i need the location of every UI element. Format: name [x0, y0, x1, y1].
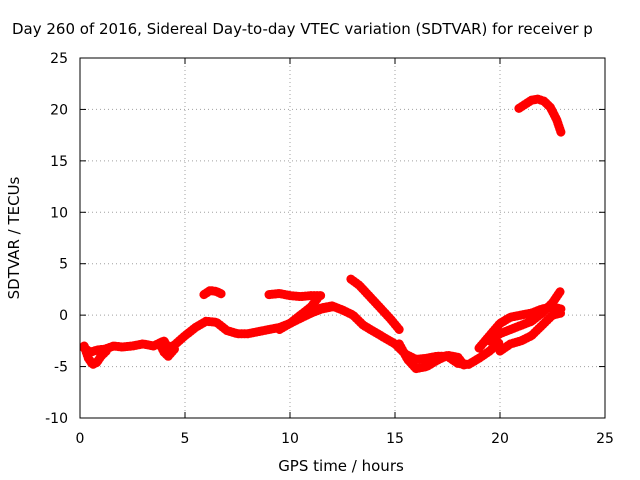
series-arc-9h-texture	[264, 289, 326, 302]
series-arc-16h-texture	[394, 339, 469, 374]
series-arc-rise-b-texture	[285, 294, 322, 328]
plot-frame	[79, 57, 606, 419]
y-tick-label: 20	[50, 102, 68, 118]
series-arc-20h-texture	[495, 308, 566, 356]
y-tick-label: -5	[54, 360, 68, 376]
x-tick-label: 20	[491, 431, 509, 447]
series-arc-6h-texture	[199, 286, 228, 300]
chart-title: Day 260 of 2016, Sidereal Day-to-day VTE…	[12, 20, 593, 38]
x-axis-label: GPS time / hours	[278, 457, 404, 475]
series-arc-high-texture	[514, 94, 566, 137]
x-tick-label: 10	[281, 431, 299, 447]
y-tick-label: 0	[59, 308, 68, 324]
y-tick-label: 10	[50, 205, 68, 221]
axis-ticks: 0 5 10 15 20 25 -10 -5 0 5 10 15 20 25	[45, 51, 614, 447]
series-arc-13h-texture	[346, 274, 404, 334]
x-tick-label: 25	[596, 431, 614, 447]
y-tick-label: 5	[59, 257, 68, 273]
series-layer	[79, 94, 566, 374]
x-tick-label: 15	[386, 431, 404, 447]
grid	[80, 58, 605, 418]
series-arc-19h-b-texture	[485, 286, 566, 346]
y-axis-label: SDTVAR / TECUs	[5, 176, 23, 299]
series-arc-dip-b-texture	[155, 339, 179, 361]
x-tick-label: 0	[76, 431, 85, 447]
series-arc-dip-a-texture	[79, 341, 112, 369]
y-tick-label: 25	[50, 51, 68, 67]
y-tick-label: -10	[45, 411, 68, 427]
y-tick-label: 15	[50, 154, 68, 170]
x-tick-label: 5	[181, 431, 190, 447]
